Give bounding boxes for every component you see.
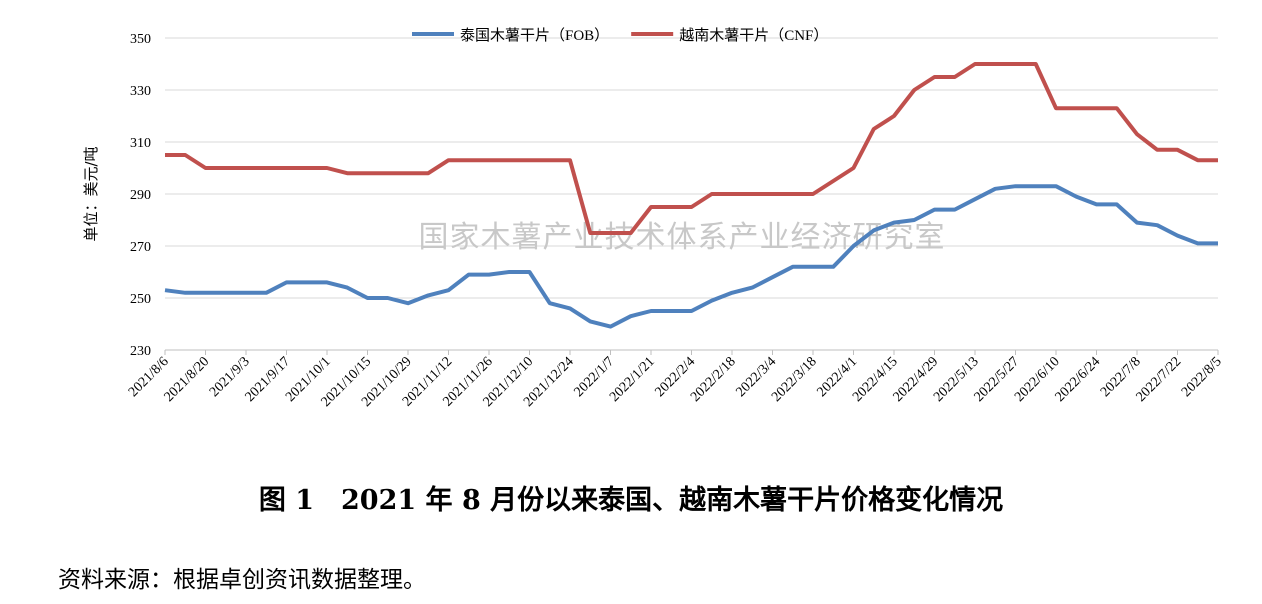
series-line <box>165 62 1218 235</box>
watermark: 国家木薯产业技术体系产业经济研究室 <box>419 220 946 255</box>
legend-label: 泰国木薯干片（FOB） <box>460 27 609 44</box>
x-tick-label: 2021/8/20 <box>162 354 213 405</box>
y-axis-label: 单位：美元/吨 <box>82 146 100 241</box>
x-tick-label: 2022/3/18 <box>769 354 820 405</box>
x-tick-label: 2022/1/21 <box>607 354 658 405</box>
y-tick-label: 330 <box>130 84 151 99</box>
legend-label: 越南木薯干片（CNF） <box>679 27 828 44</box>
y-tick-label: 290 <box>130 188 151 203</box>
y-tick-label: 350 <box>130 32 151 47</box>
x-tick-label: 2022/2/18 <box>688 354 739 405</box>
y-tick-label: 250 <box>130 292 151 307</box>
source: 资料来源：根据卓创资讯数据整理。 <box>58 567 426 593</box>
series-line <box>164 184 1218 329</box>
y-tick-label: 230 <box>130 344 151 359</box>
x-tick-label: 2022/6/24 <box>1053 354 1104 405</box>
x-tick-label: 2022/7/22 <box>1134 354 1185 405</box>
y-tick-label: 310 <box>130 136 151 151</box>
x-tick-label: 2022/8/5 <box>1179 354 1225 400</box>
y-tick-label: 270 <box>130 240 151 255</box>
chart: 2302502702903103303502021/8/62021/8/2020… <box>82 27 1225 410</box>
caption: 图 1 2021 年 8 月份以来泰国、越南木薯干片价格变化情况 <box>258 485 1004 516</box>
